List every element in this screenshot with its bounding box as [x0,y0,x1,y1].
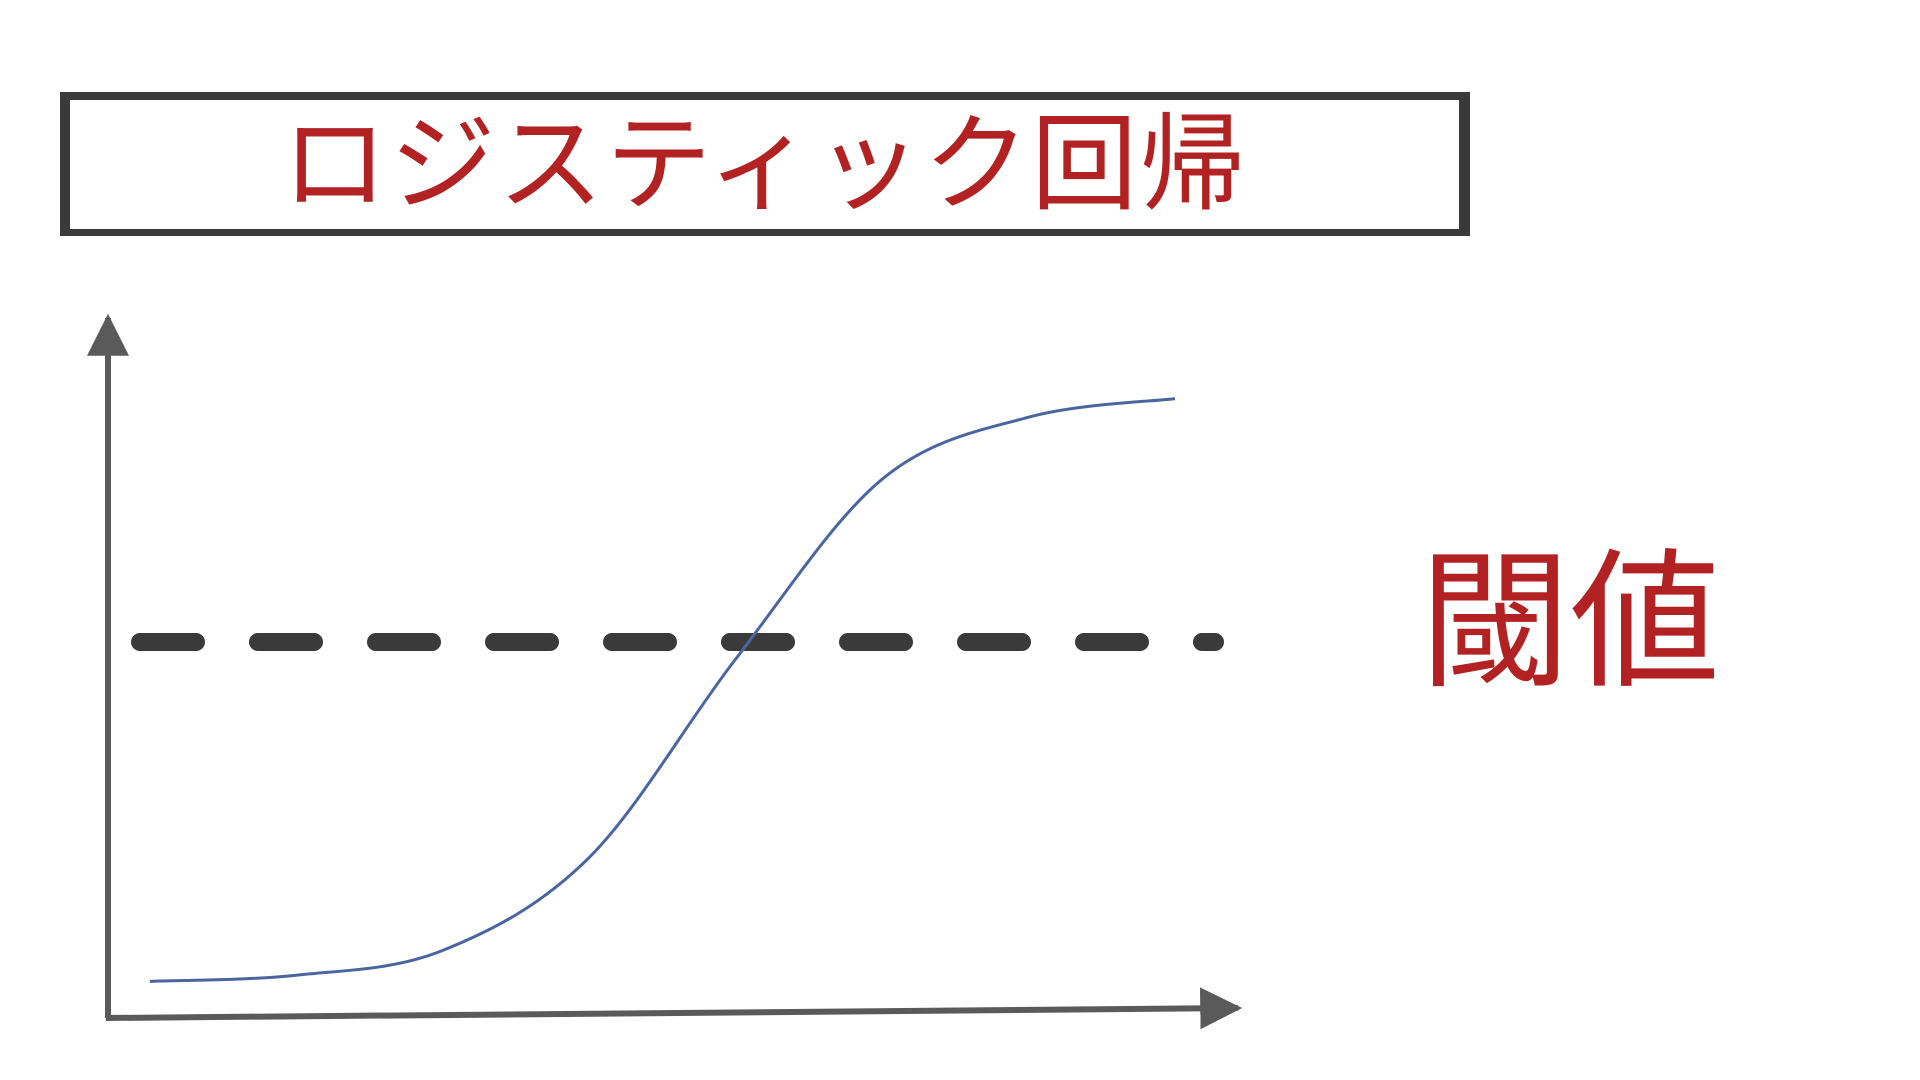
sigmoid-curve [149,397,1176,983]
title: ロジスティック回帰 [281,102,1248,226]
threshold-label: 閾値 [1420,536,1721,710]
x-axis [105,987,1243,1030]
title-box: ロジスティック回帰 [60,92,1470,236]
